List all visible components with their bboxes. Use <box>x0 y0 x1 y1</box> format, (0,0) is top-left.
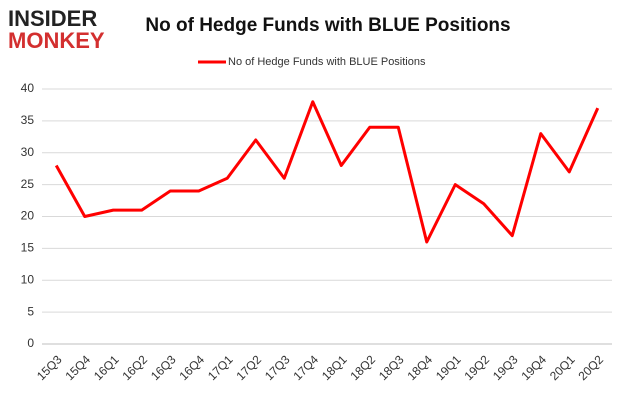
logo-bottom: MONKEY <box>8 28 105 53</box>
x-tick-label: 16Q4 <box>176 352 207 383</box>
y-tick-label: 5 <box>27 304 34 318</box>
x-tick-label: 16Q1 <box>91 352 122 383</box>
x-tick-label: 18Q3 <box>376 352 407 383</box>
y-tick-label: 10 <box>21 272 35 286</box>
x-tick-label: 17Q3 <box>262 352 293 383</box>
y-tick-label: 30 <box>21 145 35 159</box>
x-tick-label: 19Q3 <box>490 352 521 383</box>
x-tick-label: 16Q3 <box>148 352 179 383</box>
y-tick-label: 15 <box>21 241 35 255</box>
x-tick-label: 17Q4 <box>290 352 321 383</box>
x-tick-label: 18Q4 <box>404 352 435 383</box>
legend-label: No of Hedge Funds with BLUE Positions <box>228 56 426 68</box>
x-tick-label: 19Q1 <box>433 352 464 383</box>
chart-title: No of Hedge Funds with BLUE Positions <box>145 15 510 36</box>
x-tick-label: 17Q1 <box>205 352 236 383</box>
x-tick-label: 20Q2 <box>575 352 606 383</box>
x-tick-label: 18Q2 <box>347 352 378 383</box>
y-tick-label: 40 <box>21 81 35 95</box>
y-tick-label: 35 <box>21 113 35 127</box>
x-tick-label: 19Q4 <box>518 352 549 383</box>
y-tick-label: 0 <box>27 336 34 350</box>
x-tick-label: 17Q2 <box>233 352 264 383</box>
y-tick-label: 20 <box>21 209 35 223</box>
x-tick-label: 16Q2 <box>119 352 150 383</box>
series-line <box>54 100 600 244</box>
y-tick-label: 25 <box>21 177 35 191</box>
x-tick-label: 20Q1 <box>547 352 578 383</box>
x-tick-label: 15Q3 <box>34 352 65 383</box>
x-tick-label: 19Q2 <box>461 352 492 383</box>
x-tick-label: 18Q1 <box>319 352 350 383</box>
logo-top: INSIDER <box>8 6 97 31</box>
x-tick-label: 15Q4 <box>62 352 93 383</box>
